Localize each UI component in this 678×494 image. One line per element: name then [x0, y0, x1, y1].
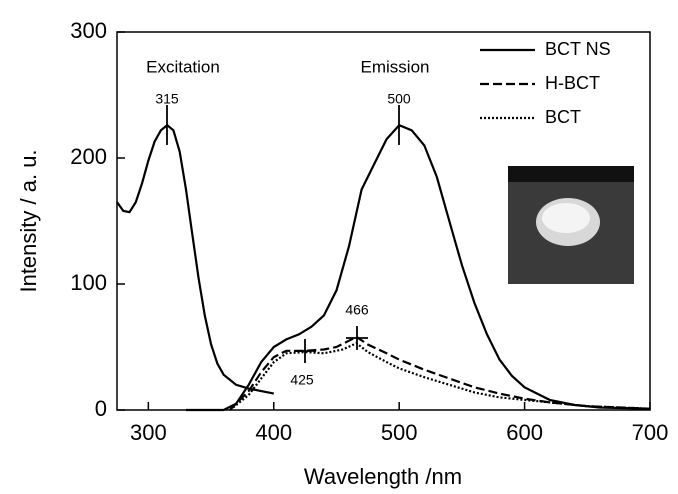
- x-axis-label: Wavelength /nm: [304, 464, 462, 489]
- annotation: 500: [387, 91, 411, 107]
- annotation: Excitation: [146, 57, 220, 76]
- y-tick-label: 0: [95, 396, 107, 421]
- legend-label: BCT: [545, 107, 581, 127]
- annotation: 425: [290, 372, 314, 388]
- data-line: [229, 341, 651, 411]
- y-tick-label: 200: [70, 144, 107, 169]
- plot-frame: [116, 31, 651, 411]
- x-tick-label: 700: [632, 420, 669, 445]
- x-tick-label: 300: [130, 420, 167, 445]
- legend-label: BCT NS: [545, 39, 611, 59]
- x-tick-label: 400: [255, 420, 292, 445]
- peak-markers: [166, 105, 400, 363]
- y-axis-label: Intensity / a. u.: [16, 149, 41, 292]
- y-tick-label: 300: [70, 18, 107, 43]
- x-tick-label: 600: [506, 420, 543, 445]
- data-line: [229, 335, 651, 411]
- inset-photo: [508, 166, 634, 284]
- annotation: 315: [155, 91, 179, 107]
- y-tick-label: 100: [70, 270, 107, 295]
- data-line: [116, 123, 651, 412]
- legend-label: H-BCT: [545, 73, 600, 93]
- annotation: 466: [345, 302, 369, 318]
- annotation: Emission: [361, 57, 430, 76]
- x-tick-label: 500: [381, 420, 418, 445]
